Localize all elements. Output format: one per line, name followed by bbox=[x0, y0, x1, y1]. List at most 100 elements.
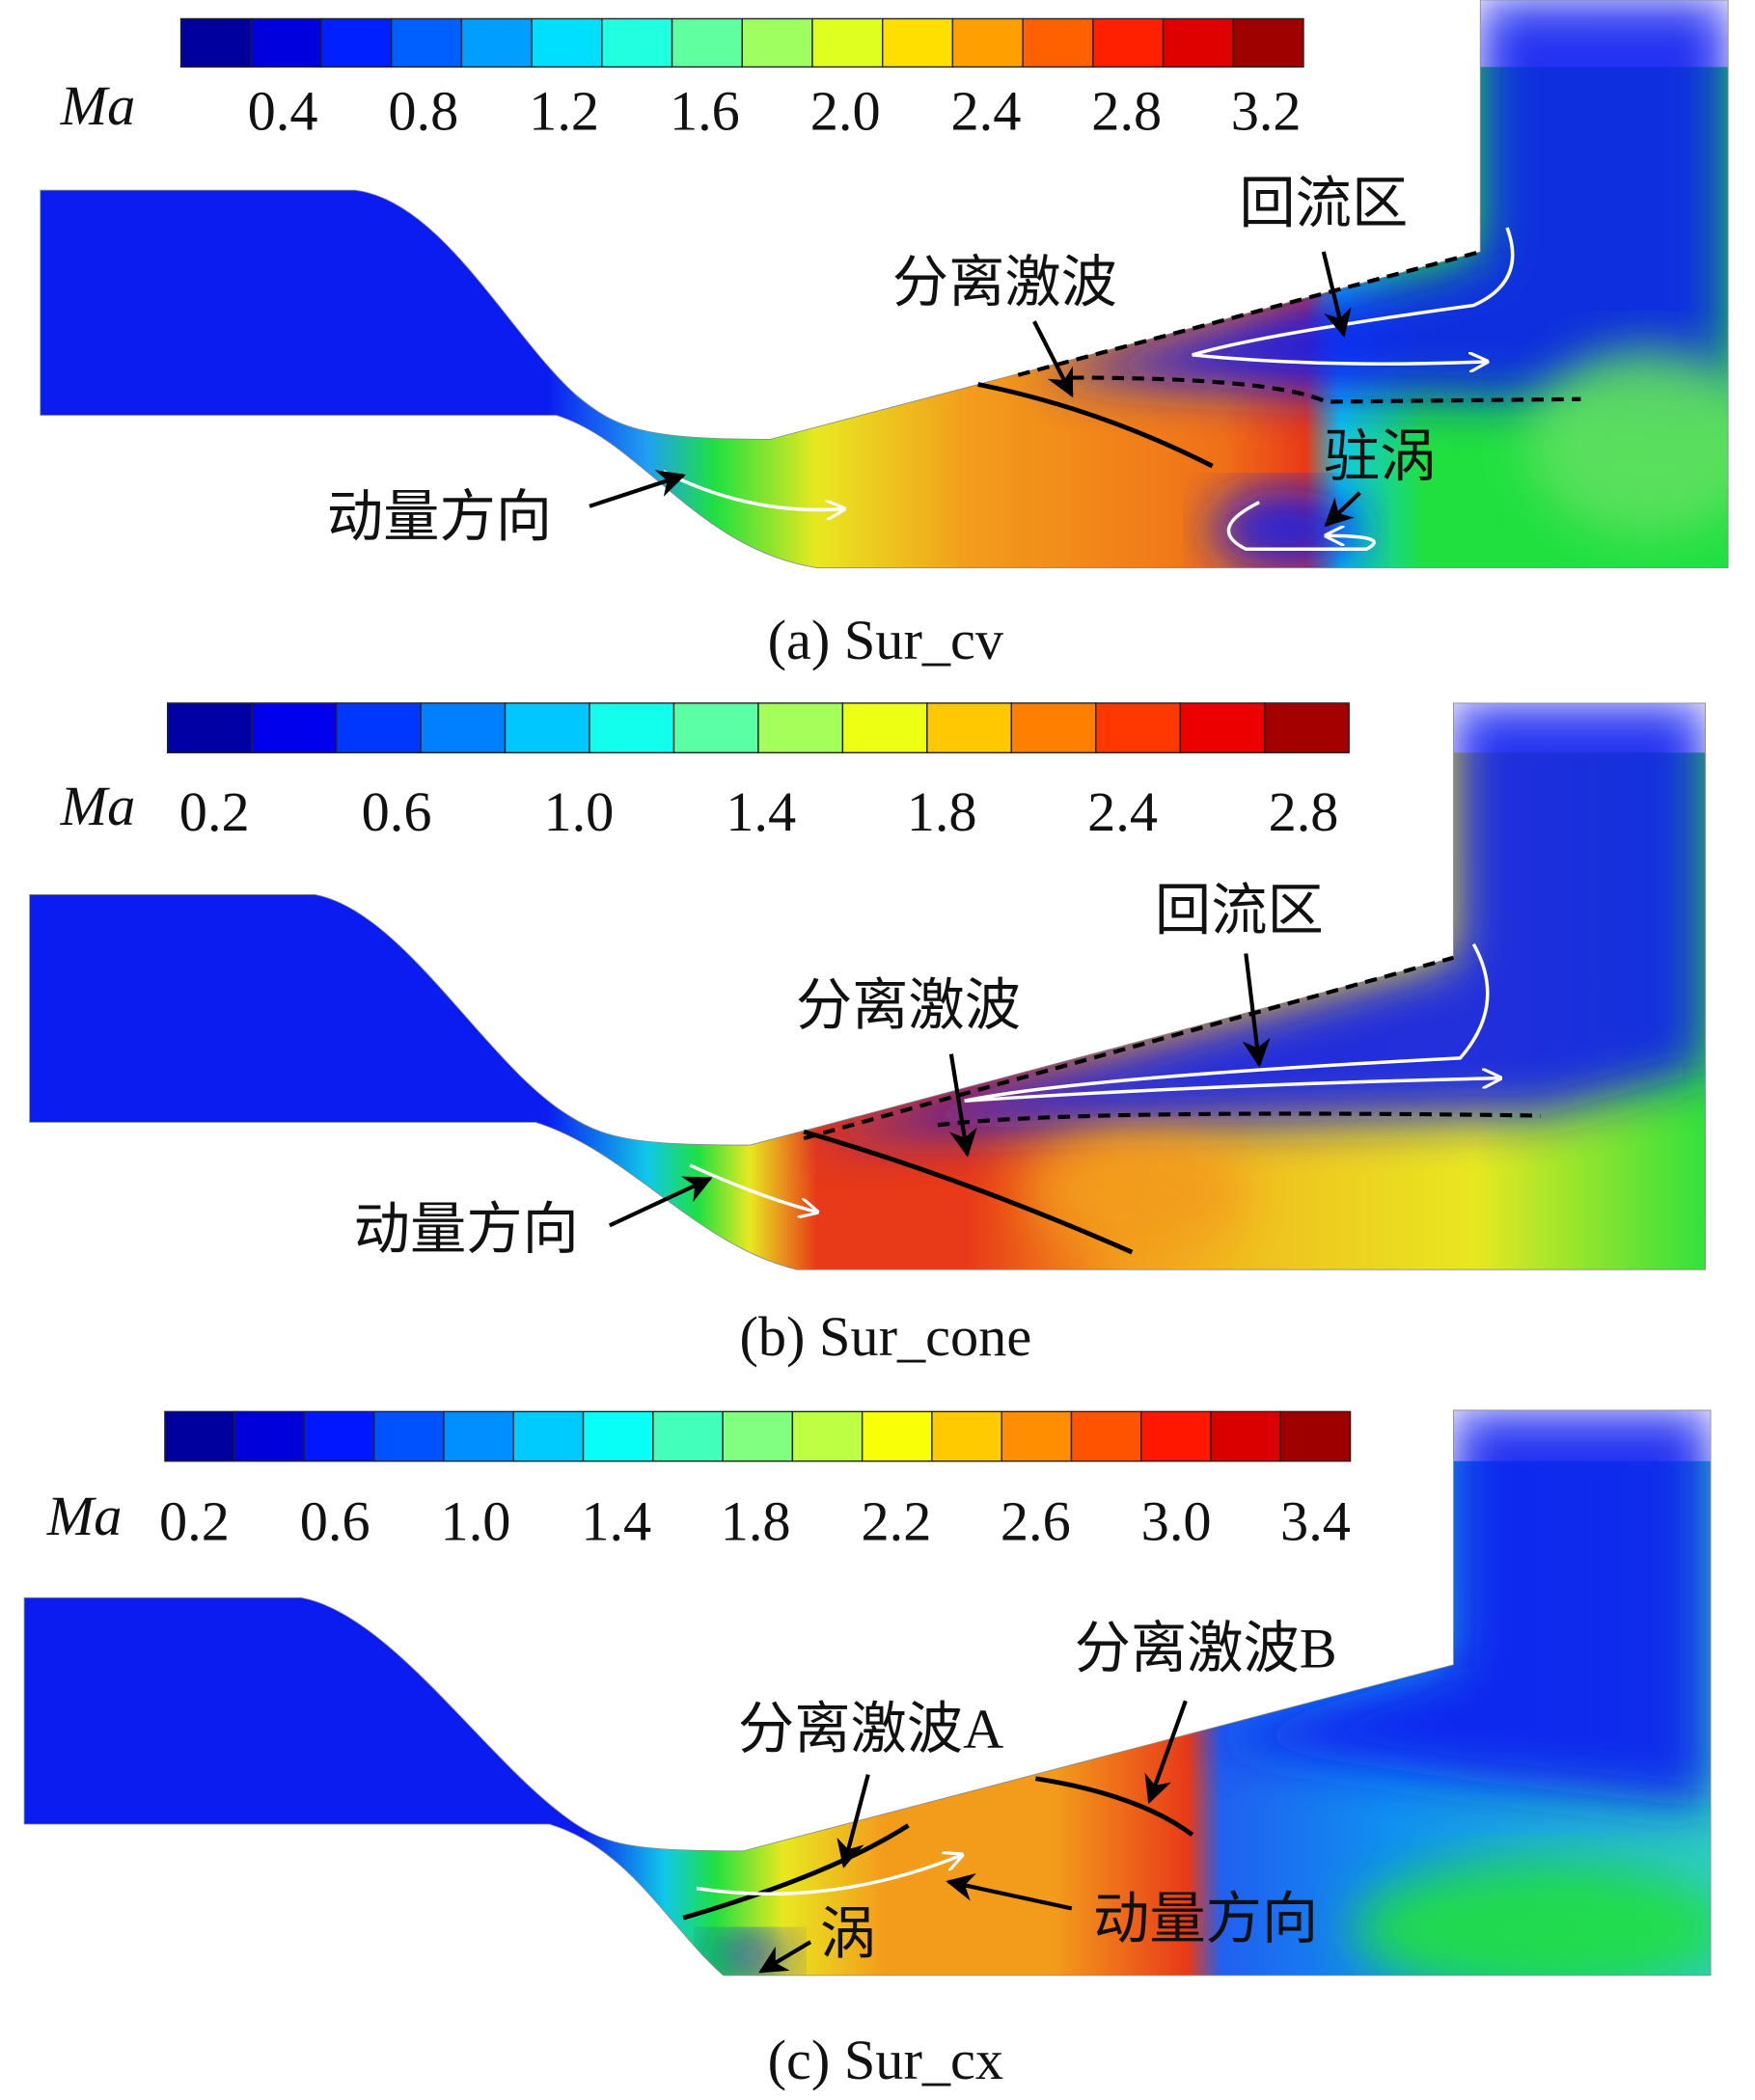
annotation-arrow bbox=[836, 1774, 870, 1868]
annotation: 动量方向 bbox=[354, 1198, 579, 1261]
colorbar-tick-label: 2.6 bbox=[1001, 1490, 1071, 1553]
annotation-arrow bbox=[589, 470, 686, 508]
colorbar-tick-label: 0.2 bbox=[159, 1490, 230, 1553]
colorbar-segment bbox=[512, 1410, 585, 1462]
dashed-boundary bbox=[803, 955, 1455, 1141]
colorbar-segment bbox=[531, 17, 603, 68]
field-region bbox=[1031, 1138, 1247, 1246]
colorbar-segment bbox=[320, 17, 393, 68]
field-region bbox=[1526, 347, 1729, 536]
colorbar-tick-label: 1.8 bbox=[721, 1490, 791, 1553]
flow-arrow bbox=[696, 1855, 962, 1896]
flow-arrow bbox=[1226, 501, 1376, 551]
colorbar-segment bbox=[722, 1410, 794, 1462]
colorbar-segment bbox=[589, 702, 675, 753]
colorbar-segment bbox=[672, 702, 759, 753]
annotation-arrow bbox=[1144, 1700, 1188, 1805]
field-region bbox=[1031, 0, 1729, 416]
colorbar-segment bbox=[251, 702, 338, 753]
field-region bbox=[1205, 1409, 1712, 1809]
field-region bbox=[1353, 1861, 1712, 1976]
annotation-arrow bbox=[946, 1873, 1073, 1911]
colorbar-label: Ma bbox=[46, 1485, 123, 1547]
colorbar-tick-label: 0.2 bbox=[179, 780, 250, 843]
colorbar-segment bbox=[233, 1410, 306, 1462]
colorbar-segment bbox=[1162, 17, 1234, 68]
colorbar-tick-label: 1.6 bbox=[670, 80, 740, 143]
colorbar-segment bbox=[1095, 702, 1181, 753]
domain-outline bbox=[29, 702, 1706, 1270]
caption: (b) Sur_cone bbox=[739, 1305, 1031, 1368]
annotation: 动量方向 bbox=[1093, 1888, 1318, 1950]
annotation: 分离激波 bbox=[892, 251, 1117, 314]
colorbar-segment bbox=[582, 1410, 654, 1462]
colorbar-segment bbox=[882, 17, 954, 68]
colorbar-tick-label: 3.0 bbox=[1141, 1490, 1212, 1553]
flow-arrow bbox=[964, 942, 1500, 1103]
annotation-arrow bbox=[1324, 491, 1361, 528]
colorbar-tick-label: 1.0 bbox=[543, 780, 614, 843]
shock-line bbox=[977, 382, 1214, 469]
flow-arrow bbox=[689, 1163, 817, 1213]
colorbar-segment bbox=[303, 1410, 375, 1462]
colorbar-segment bbox=[757, 702, 844, 753]
annotation: 分离激波A bbox=[738, 1698, 1003, 1760]
colorbar-tick-label: 2.2 bbox=[862, 1490, 932, 1553]
colorbar-tick-label: 0.6 bbox=[362, 780, 432, 843]
colorbar-segment bbox=[1264, 702, 1350, 753]
shock-line bbox=[682, 1823, 910, 1921]
colorbar-segment bbox=[179, 17, 252, 68]
colorbar-segment bbox=[1022, 17, 1094, 68]
colorbar-segment bbox=[951, 17, 1024, 68]
annotation: 分离激波B bbox=[1075, 1618, 1337, 1680]
colorbar-segment bbox=[460, 17, 533, 68]
colorbar-segment bbox=[335, 702, 422, 753]
dashed-boundary bbox=[1071, 375, 1581, 404]
colorbar-tick-label: 0.4 bbox=[248, 80, 318, 143]
annotation-arrow bbox=[608, 1176, 713, 1228]
colorbar-segment bbox=[164, 1410, 235, 1462]
panel: Ma 0.2 0.6 1.0 1.4 1.8 2.2 2.6 3.0 3.4 分离激波B 分离激波A 涡… bbox=[23, 1409, 1712, 2091]
colorbar-segment bbox=[373, 1410, 445, 1462]
colorbar-segment bbox=[166, 702, 253, 753]
colorbar-label: Ma bbox=[60, 74, 136, 137]
colorbar-segment bbox=[504, 702, 590, 753]
colorbar-segment bbox=[931, 1410, 1002, 1462]
shock-line bbox=[1034, 1776, 1194, 1838]
colorbar-tick-label: 2.4 bbox=[951, 80, 1022, 143]
colorbar-tick-label: 1.4 bbox=[581, 1490, 651, 1553]
colorbar-segment bbox=[861, 1410, 933, 1462]
colorbar-segment bbox=[420, 702, 507, 753]
annotation-arrow bbox=[758, 1940, 812, 1974]
colorbar-label: Ma bbox=[60, 775, 136, 837]
colorbar-segment bbox=[1140, 1410, 1212, 1462]
colorbar-tick-label: 2.8 bbox=[1269, 780, 1339, 843]
colorbar-segment bbox=[390, 17, 463, 68]
colorbar-tick-label: 1.8 bbox=[907, 780, 977, 843]
colorbar-segment bbox=[443, 1410, 514, 1462]
annotation-arrow bbox=[1242, 953, 1271, 1068]
annotation: 回流区 bbox=[1155, 880, 1324, 942]
colorbar-tick-label: 0.6 bbox=[300, 1490, 370, 1553]
colorbar-tick-label: 2.4 bbox=[1087, 780, 1158, 843]
colorbar-tick-label: 1.0 bbox=[441, 1490, 511, 1553]
colorbar-segment bbox=[1279, 1410, 1352, 1462]
annotation-arrow bbox=[948, 1053, 977, 1158]
field-region bbox=[1212, 488, 1360, 568]
annotation: 分离激波 bbox=[796, 974, 1021, 1037]
colorbar-segment bbox=[791, 1410, 864, 1462]
caption: (c) Sur_cx bbox=[768, 2029, 1003, 2091]
colorbar-segment bbox=[741, 17, 813, 68]
colorbar-tick-label: 3.2 bbox=[1231, 80, 1302, 143]
colorbar-tick-label: 1.4 bbox=[726, 780, 796, 843]
caption: (a) Sur_cv bbox=[768, 609, 1004, 671]
colorbar-segment bbox=[926, 702, 1013, 753]
annotation: 回流区 bbox=[1239, 172, 1408, 234]
annotation-arrow bbox=[1032, 320, 1074, 398]
colorbar-tick-label: 2.8 bbox=[1091, 80, 1162, 143]
annotation: 驻涡 bbox=[1324, 425, 1437, 488]
colorbar-segment bbox=[1010, 702, 1097, 753]
colorbar-segment bbox=[1210, 1410, 1282, 1462]
